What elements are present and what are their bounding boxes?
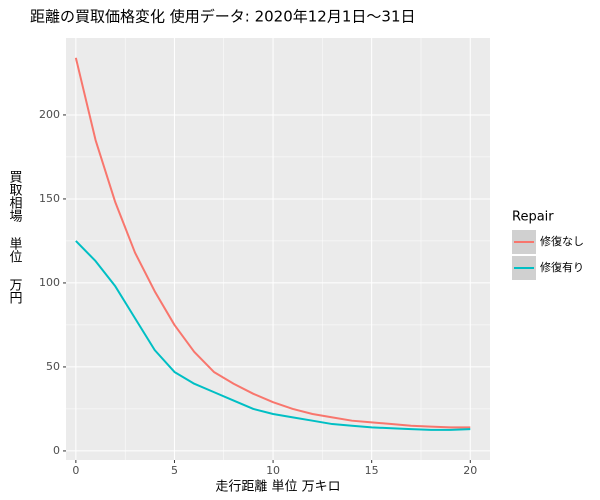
x-tick-label: 15 — [365, 464, 379, 477]
y-tick-label: 50 — [46, 360, 60, 373]
y-tick-label: 100 — [39, 276, 60, 289]
y-tick-label: 0 — [53, 444, 60, 457]
y-tick-label: 200 — [39, 108, 60, 121]
x-tick-label: 20 — [463, 464, 477, 477]
x-axis-label: 走行距離 単位 万キロ — [215, 479, 340, 495]
x-tick-label: 5 — [171, 464, 178, 477]
x-tick-label: 10 — [266, 464, 280, 477]
line — [75, 240, 471, 431]
legend-title: Repair — [512, 210, 554, 225]
y-axis-label: 買取相場 単位 万円 — [7, 170, 23, 304]
plot-panel — [66, 38, 490, 460]
legend-label: 修復なし — [540, 234, 584, 248]
chart-title: 距離の買取価格変化 使用データ: 2020年12月1日～31日 — [30, 8, 415, 26]
line — [74, 57, 471, 429]
x-tick-label: 0 — [72, 464, 79, 477]
y-tick-label: 150 — [39, 192, 60, 205]
legend-label: 修復有り — [540, 260, 584, 274]
